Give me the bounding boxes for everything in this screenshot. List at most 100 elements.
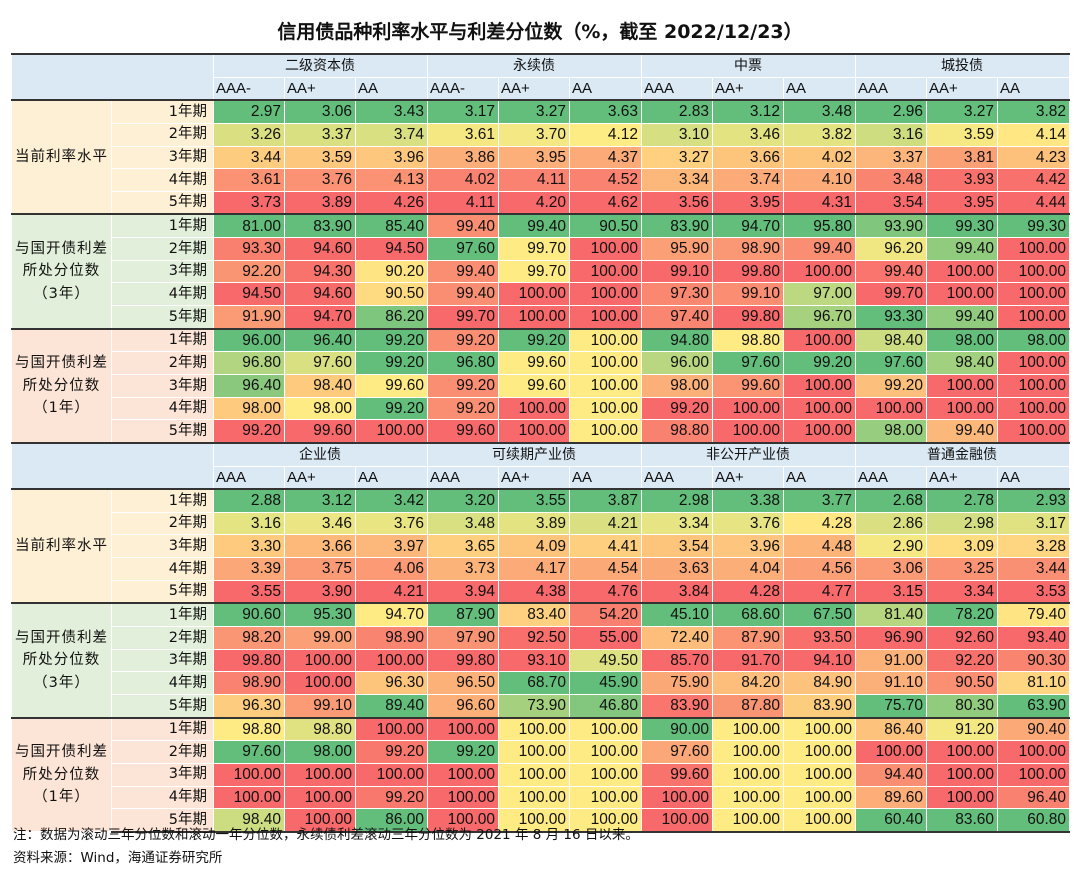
value-cell: 3.27 bbox=[926, 99, 998, 124]
tenor-label: 5年期 bbox=[111, 305, 214, 330]
value-cell: 4.48 bbox=[783, 534, 856, 559]
value-cell: 100.00 bbox=[498, 716, 570, 742]
value-cell: 4.09 bbox=[498, 534, 570, 559]
value-cell: 3.17 bbox=[427, 99, 499, 124]
value-cell: 100.00 bbox=[712, 716, 784, 742]
value-cell: 96.50 bbox=[427, 671, 499, 695]
value-cell: 3.37 bbox=[855, 145, 927, 170]
value-cell: 91.70 bbox=[712, 648, 784, 673]
tenor-label: 4年期 bbox=[111, 168, 214, 192]
value-cell: 86.40 bbox=[855, 716, 927, 742]
value-cell: 100.00 bbox=[783, 373, 856, 398]
value-cell: 99.80 bbox=[213, 648, 285, 673]
value-cell: 91.10 bbox=[855, 671, 927, 695]
rating-header: AA bbox=[783, 465, 856, 490]
value-cell: 3.34 bbox=[926, 579, 998, 604]
table-row: 与国开债利差所处分位数（3年） 1年期 81.00 83.90 85.40 99.40 99… bbox=[11, 213, 1070, 330]
value-cell: 96.60 bbox=[427, 693, 499, 719]
value-cell: 96.70 bbox=[783, 305, 856, 330]
value-cell: 89.40 bbox=[355, 693, 428, 719]
value-cell: 3.48 bbox=[783, 99, 856, 124]
value-cell: 3.44 bbox=[997, 557, 1070, 581]
value-cell: 100.00 bbox=[712, 762, 784, 787]
value-cell: 3.46 bbox=[712, 122, 784, 147]
value-cell: 94.60 bbox=[284, 282, 356, 307]
value-cell: 99.20 bbox=[498, 327, 570, 353]
value-cell: 96.00 bbox=[641, 351, 713, 375]
rating-header: AAA bbox=[213, 465, 285, 490]
value-cell: 4.17 bbox=[498, 557, 570, 581]
value-cell: 3.16 bbox=[855, 122, 927, 147]
value-cell: 100.00 bbox=[783, 716, 856, 742]
value-cell: 100.00 bbox=[783, 808, 856, 833]
value-cell: 93.50 bbox=[783, 626, 856, 650]
group-header: 企业债 bbox=[213, 441, 428, 467]
value-cell: 92.20 bbox=[213, 259, 285, 284]
rating-header: AA bbox=[997, 465, 1070, 490]
value-cell: 4.41 bbox=[569, 534, 642, 559]
value-cell: 3.44 bbox=[213, 145, 285, 170]
value-cell: 100.00 bbox=[355, 762, 428, 787]
value-cell: 3.86 bbox=[427, 145, 499, 170]
value-cell: 99.40 bbox=[427, 259, 499, 284]
value-cell: 97.00 bbox=[783, 282, 856, 307]
tenor-label: 1年期 bbox=[111, 99, 214, 124]
table-row: 5年期 3.55 3.90 4.21 3.94 4.38 4.76 3.84 4.28 4.77 3… bbox=[12, 579, 1070, 604]
value-cell: 78.20 bbox=[926, 602, 998, 628]
value-cell: 94.50 bbox=[355, 237, 428, 261]
value-cell: 100.00 bbox=[498, 419, 570, 444]
tenor-label: 4年期 bbox=[111, 671, 214, 695]
value-cell: 98.00 bbox=[997, 327, 1070, 353]
rating-header: AAA- bbox=[213, 76, 285, 101]
value-cell: 3.34 bbox=[641, 168, 713, 192]
value-cell: 99.20 bbox=[355, 396, 428, 421]
value-cell: 94.70 bbox=[712, 213, 784, 239]
value-cell: 100.00 bbox=[569, 785, 642, 810]
value-cell: 98.00 bbox=[213, 396, 285, 421]
value-cell: 94.60 bbox=[284, 237, 356, 261]
rating-header: AA+ bbox=[926, 76, 998, 101]
group-header: 二级资本债 bbox=[213, 52, 428, 78]
value-cell: 100.00 bbox=[712, 808, 784, 833]
value-cell: 90.50 bbox=[569, 213, 642, 239]
value-cell: 100.00 bbox=[569, 237, 642, 261]
value-cell: 81.00 bbox=[213, 213, 285, 239]
value-cell: 99.40 bbox=[926, 237, 998, 261]
tenor-label: 5年期 bbox=[111, 693, 214, 719]
value-cell: 4.54 bbox=[569, 557, 642, 581]
value-cell: 4.31 bbox=[783, 190, 856, 215]
rating-header: AAA bbox=[427, 465, 499, 490]
table-row: 2年期 97.60 98.00 99.20 99.20 100.00 100.00 97.60… bbox=[12, 740, 1070, 764]
value-cell: 99.30 bbox=[926, 213, 998, 239]
value-cell: 100.00 bbox=[569, 373, 642, 398]
value-cell: 60.40 bbox=[855, 808, 927, 833]
value-cell: 99.80 bbox=[712, 259, 784, 284]
value-cell: 60.80 bbox=[997, 808, 1070, 833]
rating-header: AA bbox=[569, 76, 642, 101]
tenor-label: 4年期 bbox=[111, 557, 214, 581]
tenor-label: 5年期 bbox=[111, 190, 214, 215]
value-cell: 4.21 bbox=[569, 511, 642, 536]
value-cell: 99.40 bbox=[783, 237, 856, 261]
tenor-label: 1年期 bbox=[111, 327, 214, 353]
value-cell: 100.00 bbox=[926, 762, 998, 787]
value-cell: 3.12 bbox=[284, 488, 356, 513]
page-title: 信用债品种利率水平与利差分位数（%，截至 2022/12/23） bbox=[277, 21, 803, 43]
value-cell: 100.00 bbox=[997, 237, 1070, 261]
value-cell: 3.93 bbox=[926, 168, 998, 192]
value-cell: 86.20 bbox=[355, 305, 428, 330]
value-cell: 4.20 bbox=[498, 190, 570, 215]
rating-header: AA+ bbox=[498, 76, 570, 101]
value-cell: 2.78 bbox=[926, 488, 998, 513]
table-row: 4年期 98.90 100.00 96.30 96.50 68.70 45.90 75.90 8… bbox=[12, 671, 1070, 695]
value-cell: 3.46 bbox=[284, 511, 356, 536]
value-cell: 3.66 bbox=[284, 534, 356, 559]
rating-header: AA bbox=[355, 465, 428, 490]
value-cell: 100.00 bbox=[569, 351, 642, 375]
value-cell: 99.40 bbox=[926, 305, 998, 330]
section-label: 与国开债利差所处分位数（3年） bbox=[11, 602, 112, 719]
value-cell: 3.27 bbox=[641, 145, 713, 170]
value-cell: 4.11 bbox=[498, 168, 570, 192]
value-cell: 100.00 bbox=[997, 351, 1070, 375]
value-cell: 3.43 bbox=[355, 99, 428, 124]
